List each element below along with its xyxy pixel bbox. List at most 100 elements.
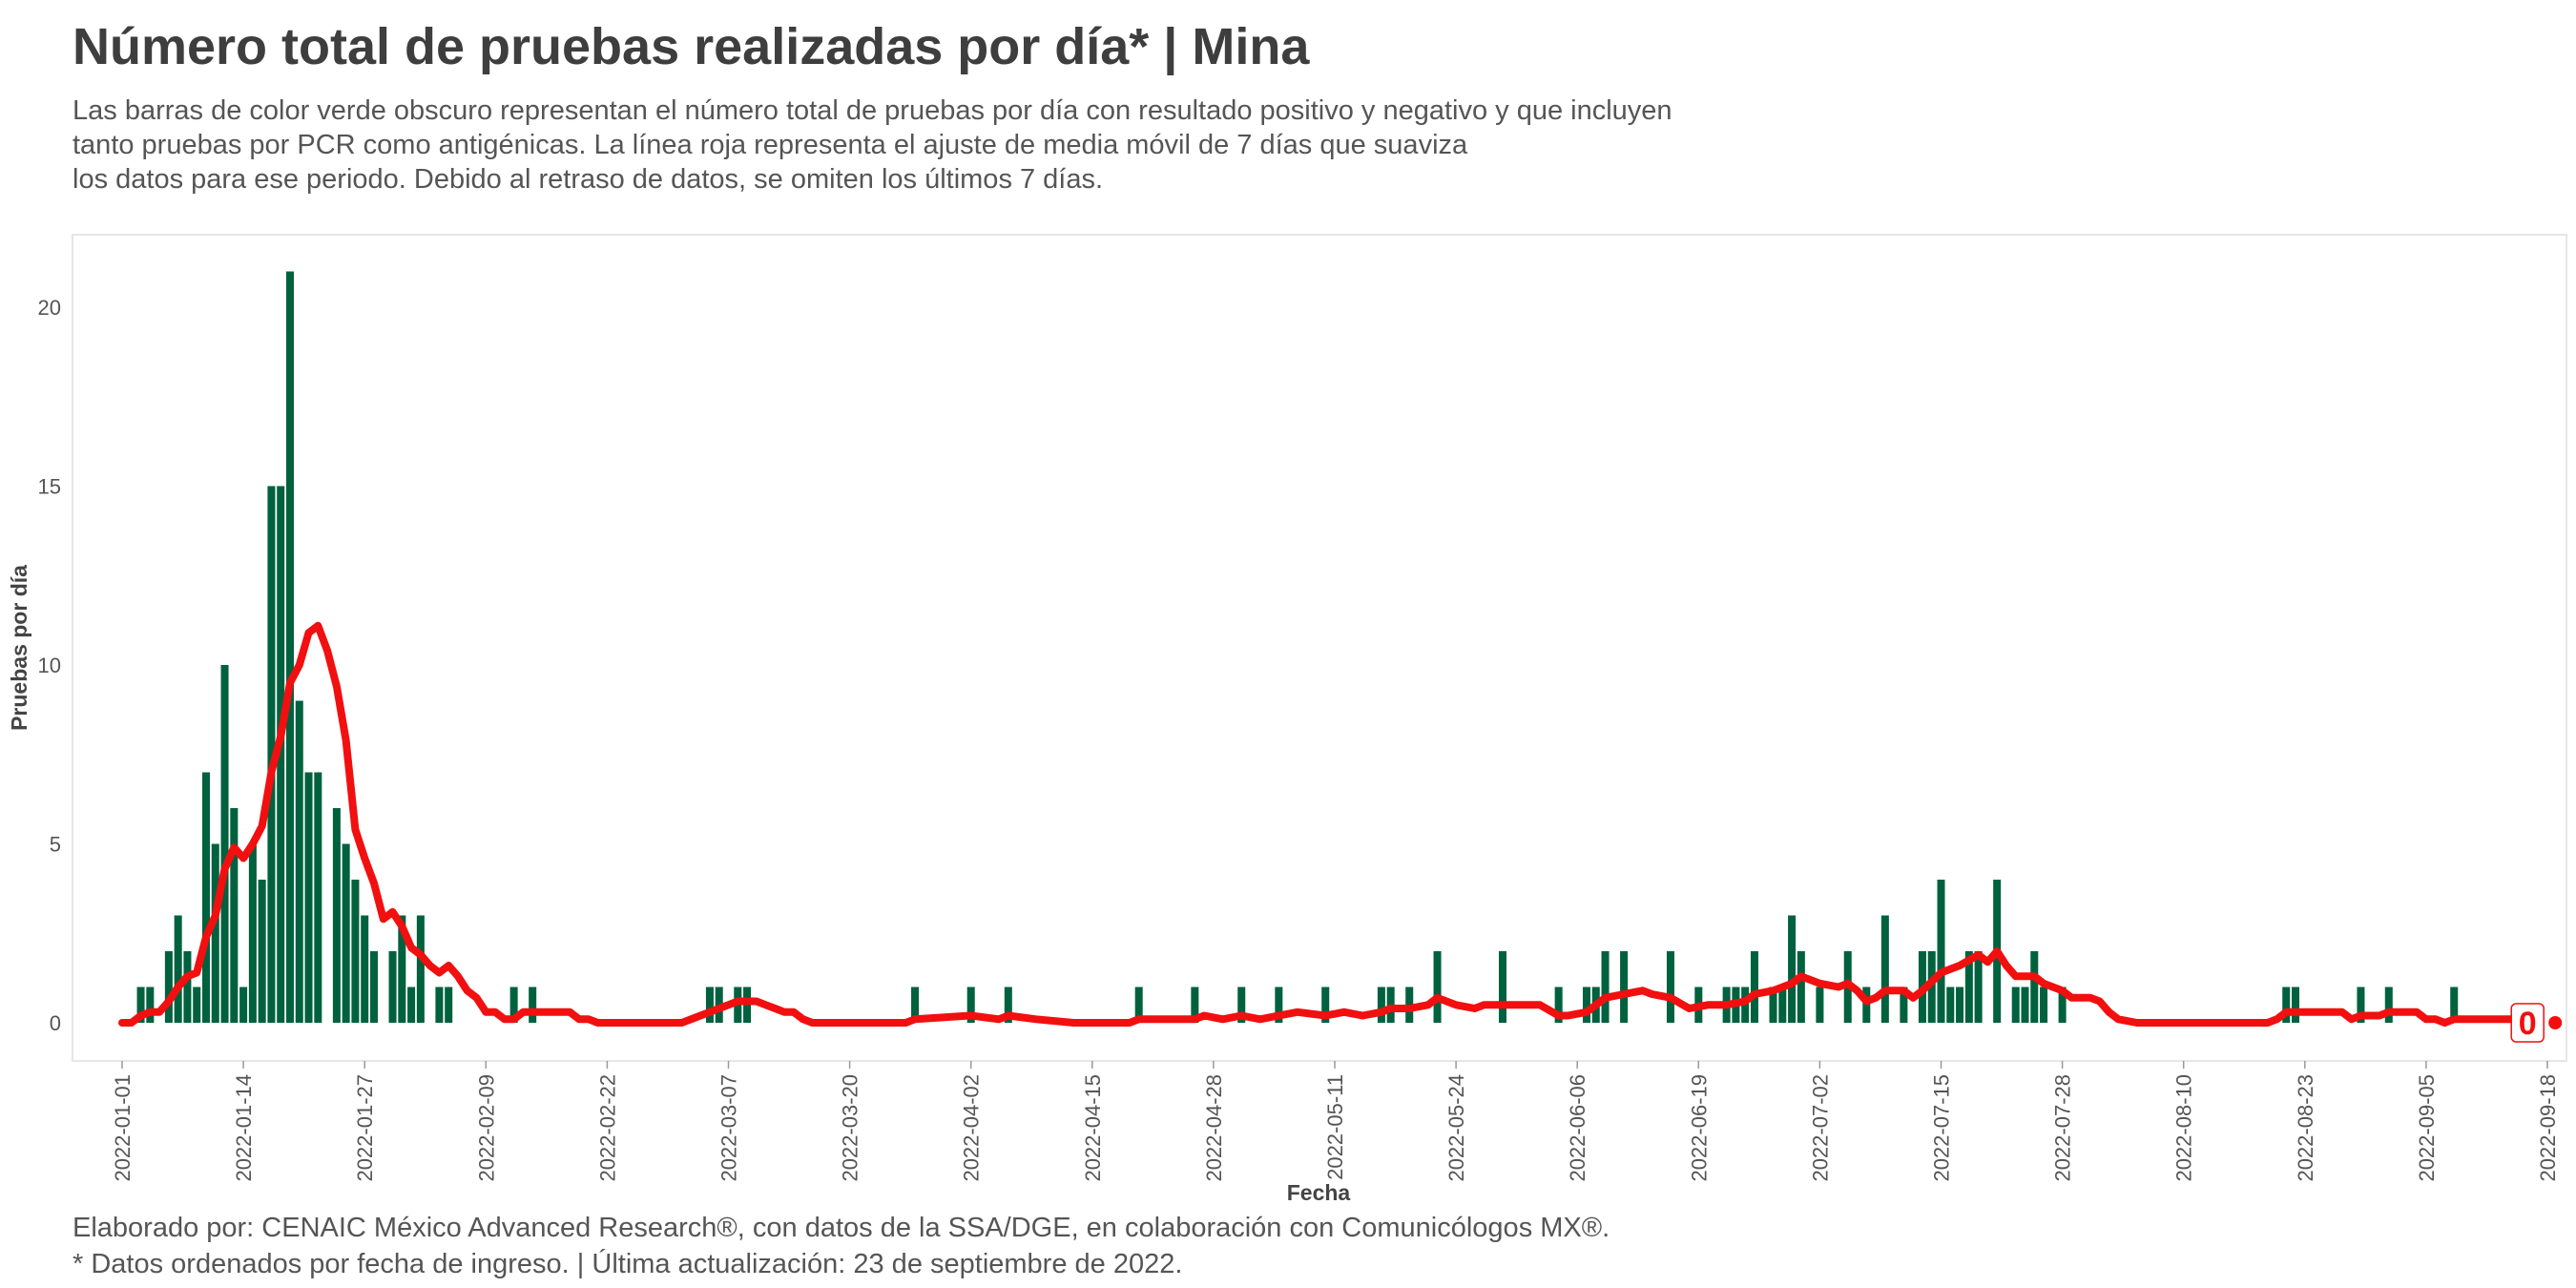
bar [1134, 987, 1143, 1023]
bar [2011, 987, 2020, 1023]
bar [220, 665, 229, 1023]
bar [1974, 951, 1983, 1023]
bar [332, 808, 341, 1023]
bar [2282, 987, 2291, 1023]
x-tick-label: 2022-05-24 [1444, 1074, 1468, 1182]
bar [911, 987, 920, 1023]
bar [1377, 987, 1385, 1023]
bar [1816, 987, 1824, 1023]
y-tick-label: 0 [50, 1011, 61, 1035]
bar [314, 772, 322, 1023]
x-tick-label: 2022-06-06 [1566, 1074, 1589, 1182]
end-point-marker [2548, 1016, 2563, 1029]
x-tick-label: 2022-01-01 [111, 1074, 135, 1182]
bar [146, 987, 155, 1023]
bar [1750, 951, 1758, 1023]
bar [1554, 987, 1563, 1023]
x-tick-label: 2022-02-09 [474, 1074, 498, 1182]
bar [230, 808, 239, 1023]
bar [295, 700, 303, 1023]
bar [267, 486, 276, 1023]
end-label-box [2510, 1003, 2545, 1043]
bar [361, 915, 369, 1023]
moving-average-line-group [118, 621, 2543, 1027]
bar [1797, 951, 1805, 1023]
bar [407, 987, 416, 1023]
plot-panel [72, 234, 2567, 1062]
bar [1321, 987, 1330, 1023]
subtitle-line: los datos para ese periodo. Debido al re… [73, 164, 1104, 195]
bar [369, 951, 378, 1023]
subtitle-line: tanto pruebas por PCR como antigénicas. … [73, 130, 1468, 160]
bar [2357, 987, 2365, 1023]
bar [239, 987, 248, 1023]
bar [1900, 987, 1908, 1023]
bar [2040, 987, 2048, 1023]
bar [1927, 951, 1936, 1023]
bar [1237, 987, 1246, 1023]
x-tick-label: 2022-08-10 [2172, 1074, 2196, 1182]
y-axis: 0 5 10 15 20 [38, 296, 61, 1035]
x-tick-label: 2022-09-05 [2415, 1074, 2439, 1182]
x-tick-label: 2022-07-02 [1808, 1074, 1832, 1182]
y-tick-label: 15 [38, 475, 61, 499]
x-tick-label: 2022-04-28 [1202, 1074, 1226, 1182]
bar [2030, 951, 2039, 1023]
bar [416, 915, 425, 1023]
y-tick-label: 5 [50, 833, 61, 857]
bar [1666, 951, 1674, 1023]
x-tick-label: 2022-04-02 [960, 1074, 984, 1182]
bar [529, 987, 537, 1023]
caption-line: Elaborado por: CENAIC México Advanced Re… [73, 1213, 1610, 1243]
bar [304, 772, 313, 1023]
x-tick-label: 2022-01-27 [353, 1074, 377, 1182]
bar [351, 880, 360, 1023]
bar [1964, 951, 1973, 1023]
x-tick-label: 2022-07-15 [1930, 1074, 1954, 1182]
y-tick-label: 20 [38, 296, 61, 320]
bar [136, 987, 145, 1023]
bar [1620, 951, 1629, 1023]
bar [164, 951, 173, 1023]
bar [2450, 987, 2459, 1023]
bar [342, 843, 350, 1023]
bar [435, 987, 444, 1023]
bar [2384, 987, 2393, 1023]
bar [1788, 915, 1797, 1023]
bar [1937, 880, 1945, 1023]
bar [445, 987, 453, 1023]
bar [258, 880, 266, 1023]
caption-line: * Datos ordenados por fecha de ingreso. … [73, 1249, 1183, 1279]
bar [1498, 951, 1506, 1023]
bar [201, 772, 211, 1023]
bar [277, 486, 285, 1023]
end-label-text: 0 [2519, 1006, 2537, 1042]
bar [174, 915, 182, 1023]
moving-average-line [118, 621, 2543, 1027]
x-tick-label: 2022-08-23 [2294, 1074, 2317, 1182]
bar [966, 987, 975, 1023]
bar [248, 843, 257, 1023]
bar [285, 271, 294, 1023]
bar [1582, 987, 1590, 1023]
y-axis-title: Pruebas por día [7, 565, 31, 731]
bar [388, 951, 397, 1023]
y-tick-label: 10 [38, 654, 61, 677]
x-tick-label: 2022-07-28 [2051, 1074, 2075, 1182]
bar [1004, 987, 1012, 1023]
bar [398, 915, 406, 1023]
bar [2292, 987, 2300, 1023]
bar [183, 951, 192, 1023]
bar [1601, 951, 1610, 1023]
x-tick-label: 2022-01-14 [232, 1074, 256, 1182]
bar [1275, 987, 1283, 1023]
bar [2058, 987, 2067, 1023]
bar [1880, 915, 1889, 1023]
chart-title: Número total de pruebas realizadas por d… [73, 18, 1310, 75]
bar [211, 843, 219, 1023]
x-tick-label: 2022-09-18 [2536, 1074, 2560, 1182]
x-tick-label: 2022-03-07 [717, 1074, 741, 1182]
x-axis: 2022-01-01 2022-01-14 2022-01-27 2022-02-09… [111, 1061, 2560, 1182]
chart-subtitle: Las barras de color verde obscuro repres… [73, 93, 1885, 197]
bar [1946, 987, 1955, 1023]
